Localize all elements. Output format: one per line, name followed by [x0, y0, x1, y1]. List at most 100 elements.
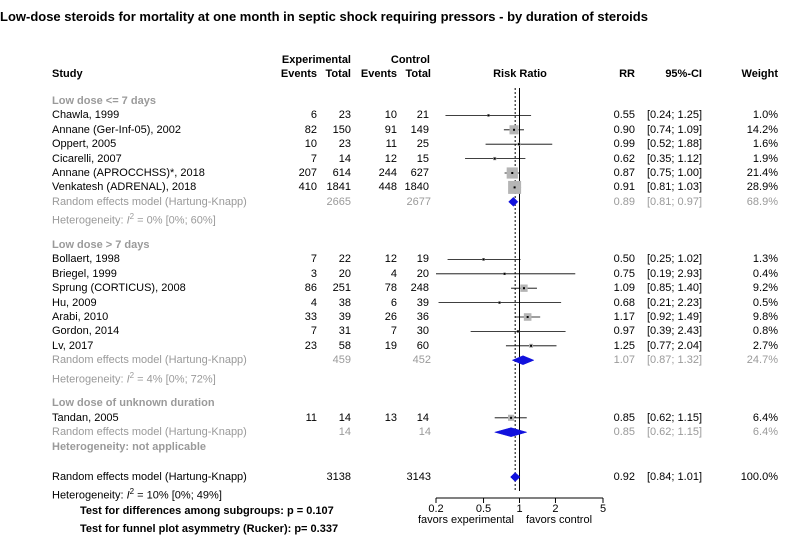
- favors-experimental-label: favors experimental: [418, 514, 514, 526]
- header-events-experimental: Events: [280, 68, 317, 80]
- events-experimental: 4: [310, 296, 317, 309]
- subgroup-heterogeneity: Heterogeneity: I2 = 4% [0%; 72%]: [52, 369, 216, 387]
- events-experimental: 7: [310, 152, 317, 165]
- x-tick-label: 5: [600, 503, 606, 515]
- pooled-total-experimental: 2665: [326, 195, 351, 208]
- point-estimate: [498, 301, 501, 304]
- point-estimate: [522, 287, 525, 290]
- point-estimate: [510, 416, 513, 419]
- header-ci: 95%-CI: [665, 68, 702, 80]
- study-weight: 6.4%: [752, 411, 778, 424]
- study-weight: 9.8%: [752, 311, 778, 323]
- risk-ratio-value: 0.55: [613, 109, 635, 122]
- header-total-control: Total: [405, 68, 431, 80]
- heterogeneity-i-symbol: I: [126, 214, 130, 227]
- x-tick-label: 0.2: [428, 503, 443, 515]
- pooled-confidence-interval: [0.87; 1.32]: [646, 354, 702, 367]
- total-experimental: 150: [332, 123, 351, 136]
- events-experimental: 7: [310, 325, 317, 338]
- study-weight: 0.5%: [752, 296, 778, 309]
- study-name: Sprung (CORTICUS), 2008: [52, 282, 186, 295]
- events-experimental: 3: [310, 267, 317, 280]
- study-name: Chawla, 1999: [52, 109, 120, 122]
- subgroup-diamond: [508, 196, 519, 207]
- subgroup-label: Low dose of unknown duration: [52, 397, 215, 410]
- point-estimate: [511, 172, 514, 174]
- subgroup-label: Low dose <= 7 days: [52, 95, 156, 107]
- events-control: 10: [384, 109, 397, 122]
- heterogeneity-value: = 0% [0%; 60%]: [134, 214, 216, 227]
- total-control: 36: [416, 311, 429, 323]
- total-experimental: 39: [338, 311, 351, 323]
- total-control: 627: [410, 167, 429, 179]
- pooled-confidence-interval: [0.62; 1.15]: [646, 426, 702, 439]
- overall-total-experimental: 3138: [326, 471, 351, 483]
- pooled-weight: 24.7%: [746, 354, 778, 367]
- total-experimental: 58: [338, 339, 351, 352]
- header-risk-ratio: Risk Ratio: [493, 68, 547, 80]
- study-weight: 1.9%: [752, 152, 778, 165]
- confidence-interval: [0.62; 1.15]: [646, 411, 702, 424]
- point-estimate: [482, 258, 485, 261]
- total-control: 30: [416, 325, 429, 338]
- events-experimental: 410: [298, 181, 317, 194]
- events-experimental: 33: [304, 311, 317, 323]
- confidence-interval: [0.19; 2.93]: [646, 267, 702, 280]
- heterogeneity-superscript: 2: [129, 370, 135, 380]
- confidence-interval: [0.24; 1.25]: [646, 109, 702, 122]
- pooled-confidence-interval: [0.81; 0.97]: [646, 195, 702, 208]
- events-control: 6: [390, 296, 397, 309]
- subgroup-pooled-label: Random effects model (Hartung-Knapp): [52, 426, 247, 439]
- study-weight: 14.2%: [746, 123, 778, 136]
- overall-model-label: Random effects model (Hartung-Knapp): [52, 471, 247, 483]
- subgroup-pooled-label: Random effects model (Hartung-Knapp): [52, 354, 247, 367]
- subgroup-diamond: [493, 427, 528, 437]
- overall-weight: 100.0%: [740, 471, 778, 483]
- confidence-interval: [0.92; 1.49]: [646, 311, 702, 323]
- study-weight: 0.4%: [752, 267, 778, 280]
- study-weight: 21.4%: [746, 167, 778, 179]
- study-weight: 2.7%: [752, 339, 778, 352]
- pooled-risk-ratio: 0.85: [613, 426, 635, 439]
- funnel-test: Test for funnel plot asymmetry (Rucker):…: [80, 523, 339, 535]
- confidence-interval: [0.21; 2.23]: [646, 296, 702, 309]
- events-experimental: 86: [304, 282, 317, 295]
- events-control: 12: [384, 152, 397, 165]
- total-experimental: 20: [338, 267, 351, 280]
- x-tick-label: 0.5: [476, 503, 491, 515]
- total-control: 39: [416, 296, 429, 309]
- confidence-interval: [0.75; 1.00]: [646, 167, 702, 179]
- heterogeneity-prefix: Heterogeneity:: [52, 214, 127, 227]
- subgroup-heterogeneity: Heterogeneity: I2 = 0% [0%; 60%]: [52, 210, 216, 228]
- header-experimental: Experimental: [281, 54, 351, 66]
- total-control: 149: [410, 123, 429, 136]
- favors-control-label: favors control: [526, 514, 593, 526]
- study-weight: 1.6%: [752, 138, 778, 151]
- pooled-total-control: 2677: [406, 195, 431, 208]
- point-estimate: [503, 272, 506, 275]
- risk-ratio-value: 0.87: [613, 167, 635, 179]
- risk-ratio-value: 0.68: [613, 296, 635, 309]
- total-experimental: 38: [338, 296, 351, 309]
- point-estimate: [513, 186, 516, 189]
- risk-ratio-value: 1.09: [613, 282, 635, 295]
- x-tick-label: 1: [516, 503, 522, 515]
- study-name: Oppert, 2005: [52, 138, 117, 151]
- study-weight: 0.8%: [752, 325, 778, 338]
- events-experimental: 82: [304, 123, 317, 136]
- pooled-total-control: 452: [412, 354, 431, 367]
- events-control: 7: [390, 325, 397, 338]
- confidence-interval: [0.77; 2.04]: [646, 339, 702, 352]
- header-study: Study: [52, 68, 83, 80]
- point-estimate: [516, 330, 519, 333]
- heterogeneity-superscript: 2: [129, 212, 135, 222]
- pooled-weight: 6.4%: [752, 426, 778, 439]
- study-weight: 9.2%: [752, 282, 778, 295]
- events-control: 11: [385, 138, 397, 151]
- events-experimental: 23: [304, 339, 317, 352]
- header-total-experimental: Total: [325, 68, 351, 80]
- point-estimate: [517, 143, 520, 146]
- header-events-control: Events: [360, 68, 397, 80]
- events-experimental: 6: [310, 109, 317, 122]
- total-experimental: 22: [338, 253, 351, 266]
